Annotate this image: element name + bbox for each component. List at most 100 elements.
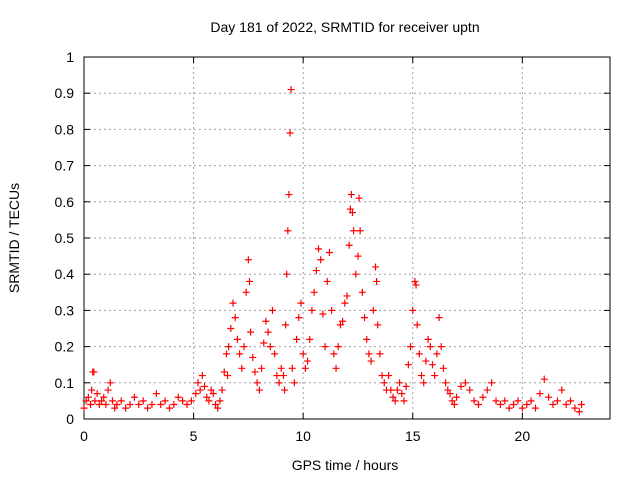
data-point	[253, 379, 261, 387]
axis-ticks	[83, 56, 610, 420]
data-point	[501, 397, 509, 405]
data-point	[355, 194, 363, 202]
plot-area-frame	[83, 56, 611, 420]
data-point	[391, 397, 399, 405]
x-tick-label: 20	[515, 428, 531, 444]
data-point	[170, 401, 178, 409]
data-point	[264, 328, 272, 336]
data-point	[352, 270, 360, 278]
data-point	[453, 393, 461, 401]
data-point	[216, 397, 224, 405]
data-point	[183, 401, 191, 409]
data-point	[196, 386, 204, 394]
data-point	[323, 277, 331, 285]
data-point	[220, 368, 228, 376]
data-point	[365, 350, 373, 358]
data-point	[488, 379, 496, 387]
data-point	[514, 397, 522, 405]
data-point	[249, 353, 257, 361]
data-point	[231, 314, 239, 322]
y-tick-label: 1	[66, 49, 74, 65]
x-tick-label: 5	[190, 428, 198, 444]
data-point	[229, 299, 237, 307]
data-point	[209, 390, 217, 398]
data-point	[346, 205, 354, 213]
data-point	[258, 364, 266, 372]
data-point	[218, 386, 226, 394]
data-point	[354, 252, 362, 260]
data-point	[424, 335, 432, 343]
data-point	[90, 368, 98, 376]
data-point	[222, 350, 230, 358]
data-point	[251, 368, 259, 376]
data-point	[389, 393, 397, 401]
data-point	[139, 397, 147, 405]
data-point	[179, 397, 187, 405]
data-point	[420, 379, 428, 387]
y-tick-label: 0.5	[55, 230, 75, 246]
data-point	[373, 277, 381, 285]
data-point	[194, 379, 202, 387]
data-point	[330, 350, 338, 358]
data-point	[350, 227, 358, 235]
data-point	[271, 350, 279, 358]
data-point	[87, 401, 95, 409]
data-point	[536, 390, 544, 398]
data-point	[275, 379, 283, 387]
data-point	[439, 364, 447, 372]
data-point	[549, 401, 557, 409]
data-point	[415, 350, 423, 358]
data-point	[442, 379, 450, 387]
data-point	[450, 401, 458, 409]
data-point	[122, 404, 130, 412]
y-tick-label: 0.4	[55, 266, 75, 282]
data-points	[80, 86, 586, 416]
data-point	[437, 343, 445, 351]
data-point	[285, 191, 293, 199]
data-point	[161, 397, 169, 405]
data-point	[260, 339, 268, 347]
data-point	[361, 314, 369, 322]
data-point	[461, 379, 469, 387]
data-point	[130, 393, 138, 401]
data-point	[371, 263, 379, 271]
x-axis-label: GPS time / hours	[292, 457, 399, 473]
data-point	[233, 335, 241, 343]
data-point	[332, 364, 340, 372]
data-point	[321, 343, 329, 351]
data-point	[281, 386, 289, 394]
data-point	[457, 382, 465, 390]
x-tick-label: 0	[80, 428, 88, 444]
data-point	[284, 227, 292, 235]
data-point	[540, 375, 548, 383]
data-point	[387, 386, 395, 394]
data-point	[312, 267, 320, 275]
data-point	[328, 306, 336, 314]
data-point	[571, 404, 579, 412]
data-point	[279, 372, 287, 380]
data-point	[135, 401, 143, 409]
data-point	[418, 372, 426, 380]
data-point	[144, 404, 152, 412]
data-point	[148, 401, 156, 409]
data-point	[242, 288, 250, 296]
data-point	[80, 404, 88, 412]
data-point	[262, 317, 270, 325]
data-point	[244, 256, 252, 264]
data-point	[214, 404, 222, 412]
data-point	[290, 379, 298, 387]
data-point	[174, 393, 182, 401]
data-point	[113, 401, 121, 409]
data-point	[277, 364, 285, 372]
data-point	[297, 299, 305, 307]
data-point	[409, 306, 417, 314]
data-point	[341, 299, 349, 307]
data-point	[348, 209, 356, 217]
data-point	[315, 245, 323, 253]
data-point	[95, 401, 103, 409]
grid-layer	[84, 57, 610, 419]
data-point	[299, 350, 307, 358]
data-point	[492, 397, 500, 405]
data-point	[157, 401, 165, 409]
